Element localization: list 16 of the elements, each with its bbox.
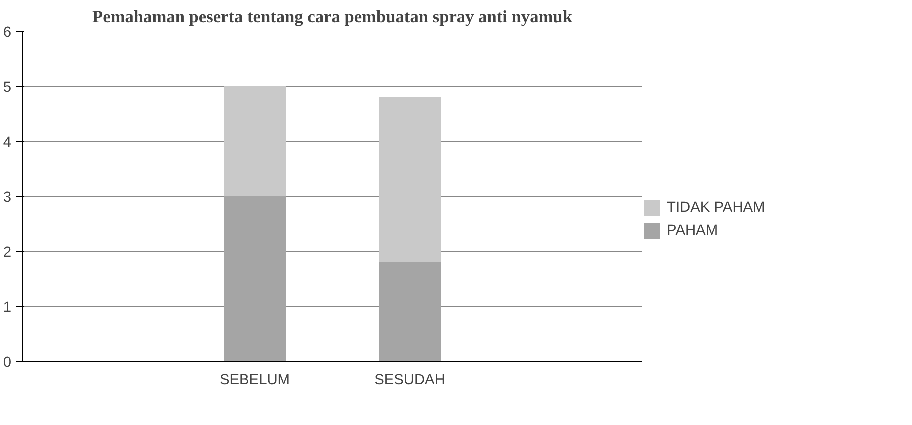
x-tick-label: SESUDAH — [374, 372, 446, 388]
bar — [224, 196, 286, 362]
legend-label: PAHAM — [667, 223, 718, 239]
y-tick-label: 0 — [3, 355, 12, 371]
y-tick-label: 5 — [3, 80, 12, 96]
y-tick-label: 6 — [3, 25, 12, 41]
x-tick-label: SEBELUM — [220, 372, 290, 388]
bar — [224, 86, 286, 196]
y-tick-label: 2 — [3, 245, 12, 261]
bar — [379, 98, 441, 262]
chart-title: Pemahaman peserta tentang cara pembuatan spray anti nyamuk — [92, 8, 573, 26]
legend-label: TIDAK PAHAM — [667, 200, 766, 216]
y-tick-label: 3 — [3, 190, 12, 206]
bar — [379, 262, 441, 362]
y-tick-label: 1 — [3, 300, 12, 316]
y-tick-label: 4 — [3, 135, 12, 151]
